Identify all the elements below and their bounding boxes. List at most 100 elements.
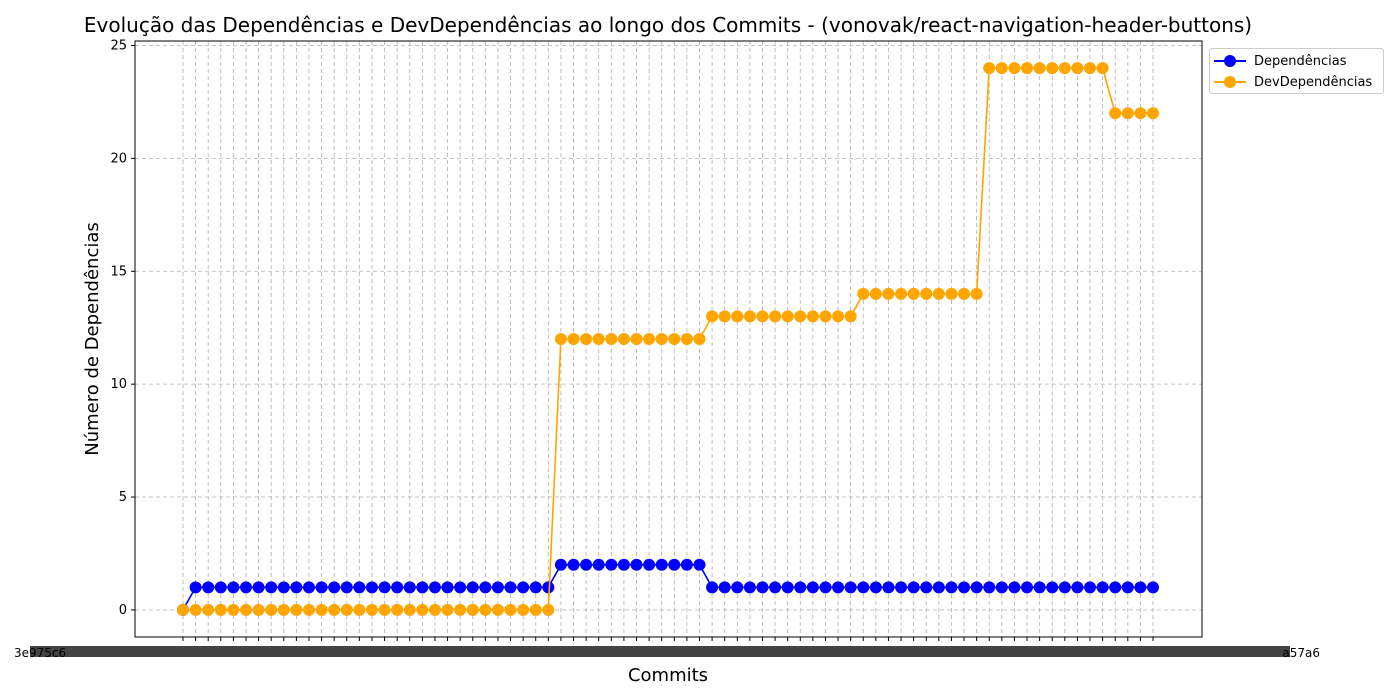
data-point (895, 581, 908, 594)
data-point (844, 581, 857, 594)
data-point (466, 603, 479, 616)
data-point (454, 581, 467, 594)
data-point (731, 310, 744, 323)
data-point (365, 581, 378, 594)
data-point (995, 581, 1008, 594)
data-point (592, 558, 605, 571)
data-point (1121, 107, 1134, 120)
data-point (214, 603, 227, 616)
data-point (617, 558, 630, 571)
data-point (466, 581, 479, 594)
data-point (1109, 581, 1122, 594)
data-point (932, 287, 945, 300)
data-point (328, 581, 341, 594)
chart-title: Evolução das Dependências e DevDependênc… (84, 13, 1252, 37)
data-point (643, 333, 656, 345)
data-point (869, 581, 882, 594)
data-point (769, 581, 782, 594)
data-point (668, 333, 681, 345)
data-point (1109, 107, 1122, 120)
data-point (315, 603, 328, 616)
data-point (265, 581, 278, 594)
data-point (202, 603, 215, 616)
data-point (756, 581, 769, 594)
data-point (743, 581, 756, 594)
data-point (983, 62, 996, 75)
legend-label: DevDependências (1254, 74, 1373, 90)
data-point (277, 603, 290, 616)
data-point (1096, 62, 1109, 75)
data-point (441, 581, 454, 594)
data-point (1033, 581, 1046, 594)
data-point (315, 581, 328, 594)
y-axis-label: Número de Dependências (82, 222, 103, 456)
data-point (567, 558, 580, 571)
data-point (958, 287, 971, 300)
data-point (655, 558, 668, 571)
y-tick-label: 10 (110, 377, 127, 392)
data-point (706, 310, 719, 323)
data-point (895, 287, 908, 300)
data-point (655, 333, 668, 345)
data-point (177, 603, 189, 616)
data-point (529, 603, 542, 616)
data-point (227, 581, 240, 594)
data-point (1058, 581, 1071, 594)
data-point (328, 603, 341, 616)
data-point (718, 581, 731, 594)
data-point (869, 287, 882, 300)
y-tick-label: 5 (119, 490, 127, 505)
legend-entry-devdependencias: DevDependências (1214, 72, 1372, 92)
data-point (970, 581, 983, 594)
data-point (441, 603, 454, 616)
data-point (340, 581, 353, 594)
data-point (302, 581, 315, 594)
first-x-tick-label: 3e975c6 (14, 646, 66, 660)
data-point (630, 558, 643, 571)
data-point (907, 581, 920, 594)
data-point (819, 581, 832, 594)
data-point (567, 333, 580, 345)
data-point (756, 310, 769, 323)
data-point (542, 581, 555, 594)
data-point (479, 581, 492, 594)
data-point (970, 287, 983, 300)
data-point (517, 603, 530, 616)
data-point (491, 581, 504, 594)
data-point (365, 603, 378, 616)
data-point (592, 333, 605, 345)
data-point (1046, 581, 1059, 594)
x-tick-labels-overlap (30, 646, 1290, 657)
data-point (529, 581, 542, 594)
data-point (605, 558, 618, 571)
x-ticks (30, 637, 1290, 657)
data-point (428, 581, 441, 594)
data-point (617, 333, 630, 345)
data-point (391, 581, 404, 594)
data-point (252, 581, 265, 594)
data-point (517, 581, 530, 594)
y-tick-label: 25 (110, 39, 127, 54)
data-point (605, 333, 618, 345)
data-point (239, 603, 252, 616)
data-point (189, 581, 202, 594)
y-tick-label: 0 (119, 603, 127, 618)
data-point (958, 581, 971, 594)
data-point (1096, 581, 1109, 594)
legend-label: Dependências (1254, 53, 1347, 69)
data-point (1008, 62, 1021, 75)
data-point (542, 603, 555, 616)
legend-marker-icon (1214, 55, 1246, 67)
data-point (680, 333, 693, 345)
data-point (857, 581, 870, 594)
y-tick-label: 15 (110, 264, 127, 279)
x-axis-label: Commits (628, 665, 708, 686)
legend-entry-dependencias: Dependências (1214, 51, 1347, 71)
data-point (1021, 581, 1034, 594)
data-point (1084, 581, 1097, 594)
data-point (391, 603, 404, 616)
data-point (416, 581, 429, 594)
data-point (479, 603, 492, 616)
data-point (1071, 62, 1084, 75)
